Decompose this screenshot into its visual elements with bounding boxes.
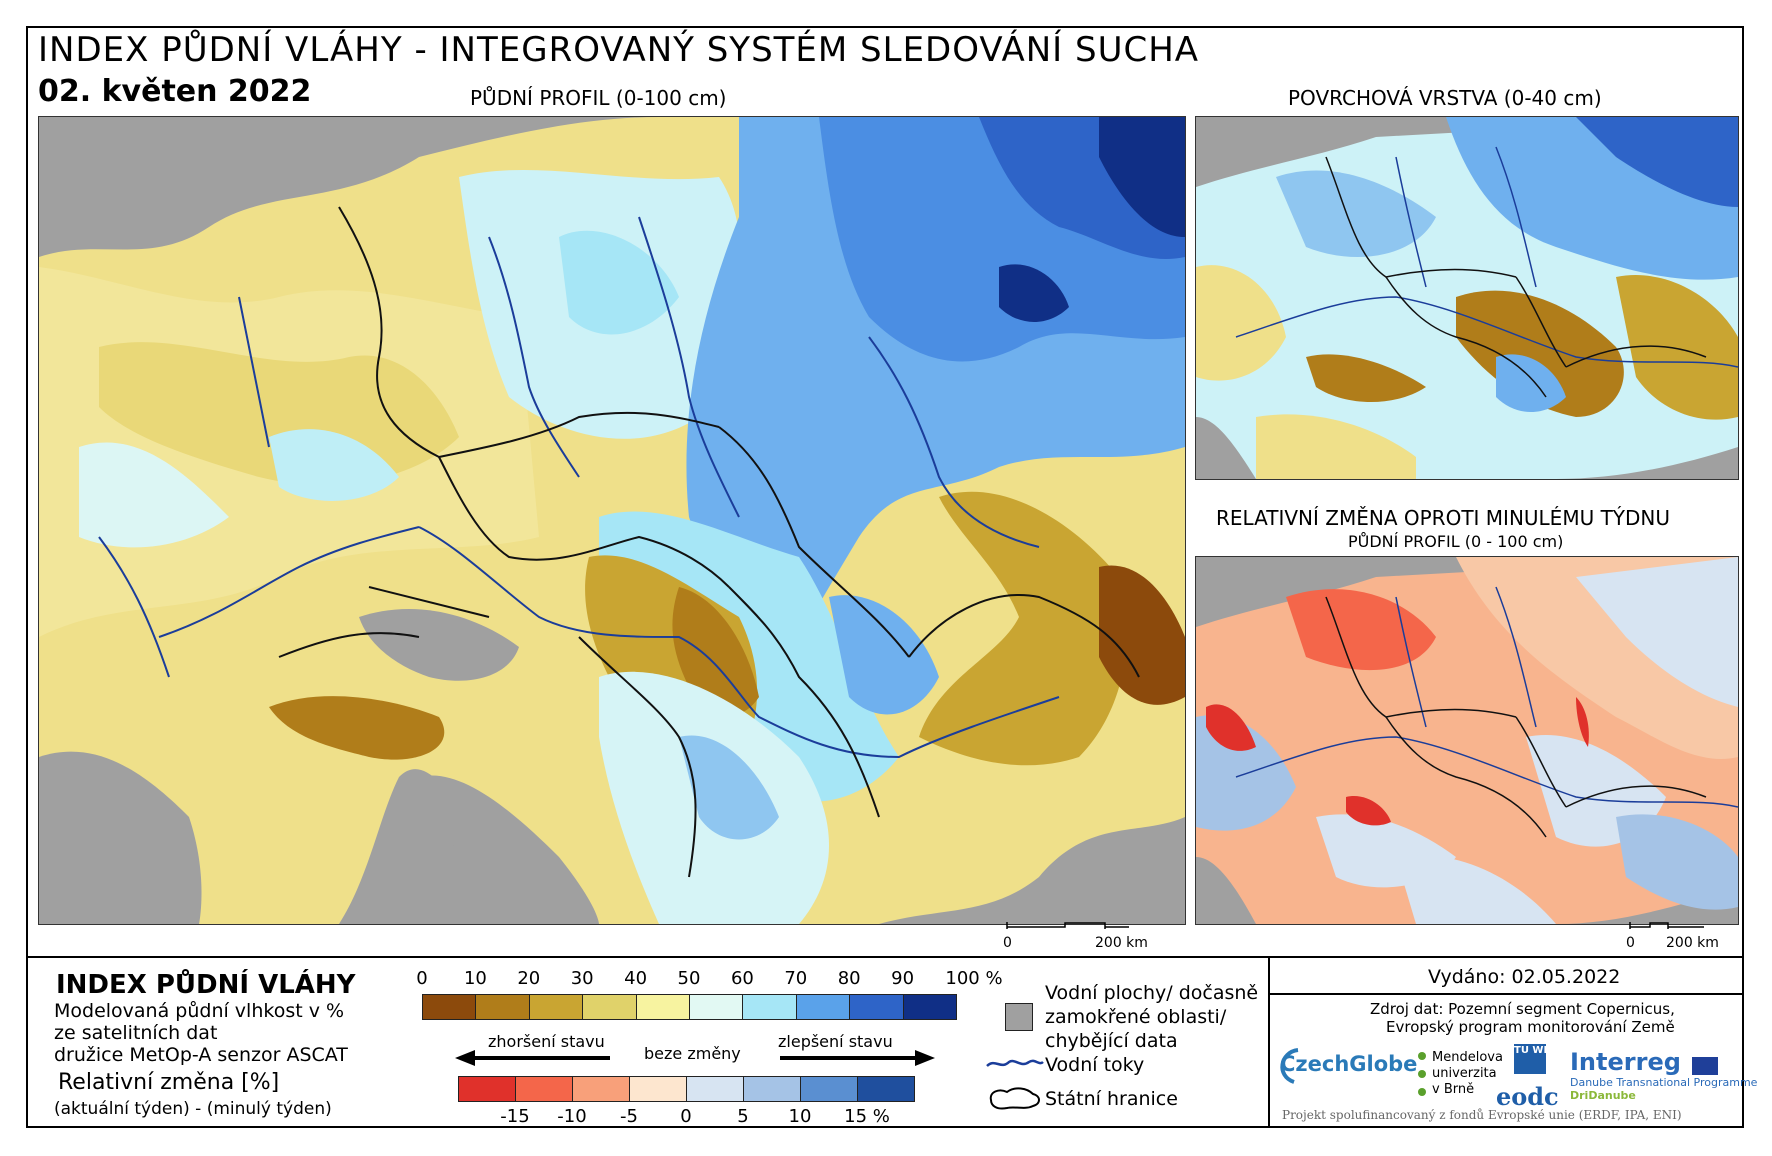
main-scalebar-start: 0 xyxy=(1003,935,1012,951)
issued-date: Vydáno: 02.05.2022 xyxy=(1428,966,1621,988)
mendel-dot-icon xyxy=(1418,1070,1426,1078)
borders-label: Státní hranice xyxy=(1045,1088,1178,1110)
change-color-swatch xyxy=(572,1076,630,1102)
mendel-text-1: Mendelova xyxy=(1432,1050,1503,1065)
water-label-2: zamokřené oblasti/ xyxy=(1045,1006,1227,1028)
change-map-subtitle: PŮDNÍ PROFIL (0 - 100 cm) xyxy=(1348,532,1564,551)
small-scalebar-end: 200 km xyxy=(1666,935,1719,951)
date-label: 02. květen 2022 xyxy=(38,74,312,109)
legend-divider xyxy=(28,956,1742,958)
legend-change-formula: (aktuální týden) - (minulý týden) xyxy=(54,1099,332,1119)
change-tick-label: -15 xyxy=(500,1106,530,1127)
change-color-swatch xyxy=(857,1076,915,1102)
eu-flag-icon xyxy=(1692,1056,1718,1075)
mendel-text-3: v Brně xyxy=(1432,1082,1475,1097)
mendel-dot-icon xyxy=(1418,1088,1426,1096)
change-color-swatch xyxy=(458,1076,516,1102)
legend-desc-line3: družice MetOp-A senzor ASCAT xyxy=(54,1044,348,1066)
index-color-swatch xyxy=(528,994,584,1020)
surface-layer-map xyxy=(1195,116,1739,480)
main-scalebar-end: 200 km xyxy=(1095,935,1148,951)
index-color-swatch xyxy=(902,994,957,1020)
czechglobe-logo: CzechGlobe xyxy=(1280,1048,1418,1084)
border-symbol xyxy=(985,1084,1045,1110)
no-change-label: beze změny xyxy=(644,1044,741,1063)
river-symbol xyxy=(985,1056,1045,1072)
rivers-label: Vodní toky xyxy=(1045,1054,1145,1076)
worse-label: zhoršení stavu xyxy=(488,1032,605,1051)
index-tick-label: 40 xyxy=(624,968,648,989)
legend-desc-line2: ze satelitních dat xyxy=(54,1022,218,1044)
change-tick-label: 5 xyxy=(737,1106,749,1127)
interreg-text: Interreg xyxy=(1570,1048,1681,1076)
change-tick-label: 15 % xyxy=(844,1106,890,1127)
source-line2: Evropský program monitorování Země xyxy=(1386,1018,1675,1036)
change-tick-label: -5 xyxy=(620,1106,638,1127)
info-divider-vertical xyxy=(1268,956,1270,1126)
surface-map-title: POVRCHOVÁ VRSTVA (0-40 cm) xyxy=(1288,86,1602,110)
better-label: zlepšení stavu xyxy=(778,1032,893,1051)
index-color-swatch xyxy=(635,994,690,1020)
change-color-swatch xyxy=(686,1076,744,1102)
index-tick-label: 30 xyxy=(570,968,594,989)
index-tick-label: 0 xyxy=(416,968,428,989)
change-tick-label: -10 xyxy=(557,1106,587,1127)
index-tick-label: 90 xyxy=(891,968,915,989)
worse-arrow xyxy=(455,1050,610,1066)
change-color-swatch xyxy=(743,1076,801,1102)
water-label-1: Vodní plochy/ dočasně xyxy=(1045,982,1259,1004)
eodc-logo: eodc xyxy=(1496,1082,1559,1111)
interreg-logo: Interreg Danube Transnational Programme … xyxy=(1570,1048,1757,1102)
change-tick-label: 0 xyxy=(680,1106,692,1127)
change-color-swatch xyxy=(515,1076,573,1102)
index-color-swatch xyxy=(582,994,637,1020)
index-color-swatch xyxy=(689,994,744,1020)
change-tick-label: 10 xyxy=(788,1106,812,1127)
index-color-swatch xyxy=(475,994,530,1020)
index-tick-label: 20 xyxy=(517,968,541,989)
change-color-swatch xyxy=(629,1076,687,1102)
page-title: INDEX PŮDNÍ VLÁHY - INTEGROVANÝ SYSTÉM S… xyxy=(38,30,1200,70)
source-line1: Zdroj dat: Pozemní segment Copernicus, xyxy=(1370,1000,1675,1018)
interreg-sub1: Danube Transnational Programme xyxy=(1570,1076,1758,1089)
legend-title: INDEX PŮDNÍ VLÁHY xyxy=(56,970,356,1000)
mendel-dot-icon xyxy=(1418,1052,1426,1060)
main-map-title: PŮDNÍ PROFIL (0-100 cm) xyxy=(470,86,727,110)
change-map-title: RELATIVNÍ ZMĚNA OPROTI MINULÉMU TÝDNU xyxy=(1216,506,1671,530)
water-label-3: chybějící data xyxy=(1045,1030,1178,1052)
index-tick-label: 100 % xyxy=(945,968,1003,989)
index-color-swatch xyxy=(795,994,851,1020)
index-tick-label: 70 xyxy=(784,968,808,989)
index-tick-label: 80 xyxy=(837,968,861,989)
index-tick-label: 60 xyxy=(730,968,754,989)
index-tick-label: 50 xyxy=(677,968,701,989)
tuwien-logo: TU WIEN xyxy=(1514,1044,1562,1074)
water-swatch xyxy=(1005,1003,1033,1031)
better-arrow xyxy=(780,1050,935,1066)
czechglobe-text: CzechGlobe xyxy=(1280,1052,1418,1076)
interreg-sub2: DriDanube xyxy=(1570,1089,1636,1102)
footer-note: Projekt spolufinancovaný z fondů Evropsk… xyxy=(1282,1108,1682,1122)
mendel-text-2: univerzita xyxy=(1432,1066,1497,1081)
main-soil-moisture-map xyxy=(38,116,1186,925)
info-divider-horizontal xyxy=(1268,993,1742,995)
relative-change-map xyxy=(1195,556,1739,925)
legend-desc-line1: Modelovaná půdní vlhkost v % xyxy=(54,1000,345,1022)
index-color-swatch xyxy=(742,994,797,1020)
legend-change-title: Relativní změna [%] xyxy=(58,1070,280,1095)
index-tick-label: 10 xyxy=(463,968,487,989)
index-color-swatch xyxy=(849,994,904,1020)
change-color-swatch xyxy=(800,1076,858,1102)
index-color-swatch xyxy=(422,994,477,1020)
small-scalebar-start: 0 xyxy=(1626,935,1635,951)
